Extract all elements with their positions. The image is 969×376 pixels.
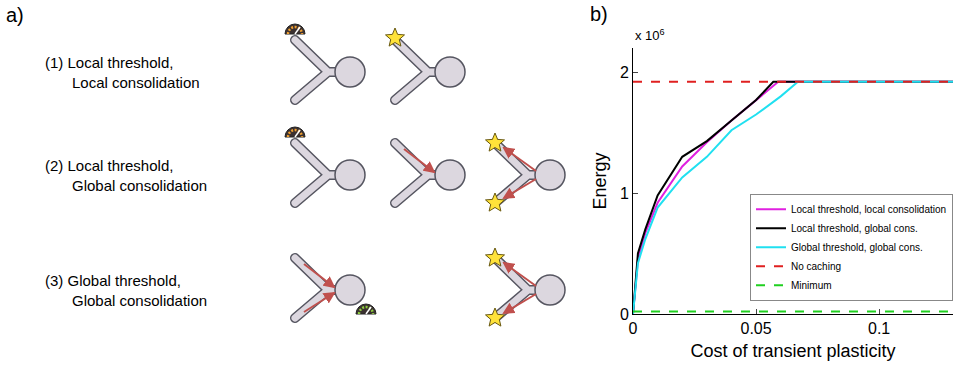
svg-text:Global consolidation: Global consolidation <box>72 177 207 194</box>
svg-text:Local threshold, local consoli: Local threshold, local consolidation <box>791 204 946 215</box>
svg-text:Cost of transient plasticity: Cost of transient plasticity <box>690 341 895 361</box>
svg-text:b): b) <box>590 3 608 25</box>
svg-text:x 10​6​: x 10​6​ <box>635 27 665 43</box>
svg-text:(2) Local threshold,: (2) Local threshold, <box>45 157 173 174</box>
svg-text:0: 0 <box>620 306 629 323</box>
svg-text:No caching: No caching <box>791 261 841 272</box>
svg-text:0.05: 0.05 <box>741 320 772 337</box>
svg-text:Global consolidation: Global consolidation <box>72 292 207 309</box>
svg-text:Local threshold, global cons.: Local threshold, global cons. <box>791 223 918 234</box>
svg-text:a): a) <box>6 4 24 26</box>
svg-text:Local consolidation: Local consolidation <box>72 74 200 91</box>
svg-text:Energy: Energy <box>590 152 610 209</box>
svg-text:Global threshold, global cons.: Global threshold, global cons. <box>791 242 923 253</box>
svg-text:2: 2 <box>620 64 629 81</box>
svg-text:0.1: 0.1 <box>868 320 890 337</box>
svg-text:(3) Global threshold,: (3) Global threshold, <box>45 272 181 289</box>
svg-text:0: 0 <box>629 320 638 337</box>
svg-text:Minimum: Minimum <box>791 280 832 291</box>
svg-text:(1) Local threshold,: (1) Local threshold, <box>45 54 173 71</box>
svg-text:1: 1 <box>620 185 629 202</box>
